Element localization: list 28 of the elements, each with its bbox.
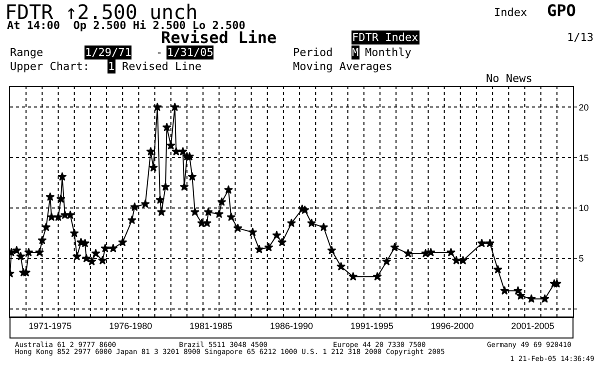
x-tick-label: 1991-1995 bbox=[350, 320, 394, 331]
text: 1/13 bbox=[567, 31, 594, 44]
text: Monthly bbox=[365, 46, 412, 59]
text: GPO bbox=[547, 1, 576, 20]
x-tick-label: 1986-1990 bbox=[270, 320, 313, 331]
text: Revised Line bbox=[161, 28, 277, 47]
y-tick-label: 20 bbox=[578, 102, 589, 112]
y-tick-label: 10 bbox=[578, 203, 589, 214]
x-tick-label: 1981-1985 bbox=[189, 320, 233, 331]
x-tick-label: 1976-1980 bbox=[109, 320, 152, 331]
text: Revised Line bbox=[122, 60, 202, 73]
x-tick-label: 1971-1975 bbox=[28, 320, 72, 331]
text: Index bbox=[494, 6, 528, 19]
text: 1/29/71 bbox=[85, 46, 132, 59]
text: Range bbox=[10, 46, 44, 59]
text: FDTR Index bbox=[352, 31, 419, 44]
text: 1/31/05 bbox=[167, 46, 214, 59]
text: Upper Chart: bbox=[10, 60, 90, 73]
text: Period bbox=[293, 46, 333, 59]
text: No News bbox=[486, 72, 532, 85]
x-tick-label: 1996-2000 bbox=[430, 320, 474, 331]
x-tick-label: 2001-2005 bbox=[511, 320, 554, 331]
y-tick-label: 5 bbox=[578, 254, 584, 264]
text: 1 bbox=[108, 60, 115, 73]
text: M bbox=[352, 46, 359, 59]
y-tick-label: 15 bbox=[578, 152, 589, 163]
text: Moving Averages bbox=[293, 60, 392, 73]
text: - bbox=[156, 46, 163, 59]
